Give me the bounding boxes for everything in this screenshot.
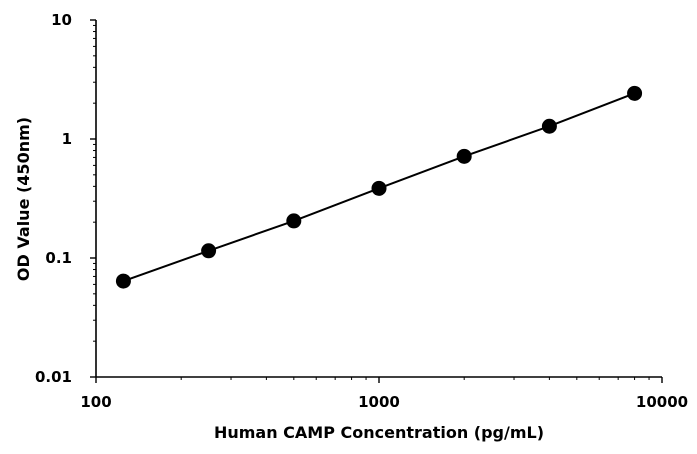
- y-tick-label: 10: [51, 11, 72, 29]
- x-axis-title: Human CAMP Concentration (pg/mL): [214, 423, 544, 442]
- data-point: [627, 85, 643, 101]
- ticks: 0.01 0.1 1 10 100 1000 10000: [35, 11, 688, 411]
- data-point: [456, 148, 472, 164]
- y-tick-label: 1: [62, 130, 72, 148]
- y-tick-label: 0.1: [45, 249, 72, 267]
- data-point: [286, 213, 302, 229]
- data-point: [541, 118, 557, 134]
- axes: [95, 20, 662, 378]
- data-points: [115, 85, 643, 289]
- y-axis-title: OD Value (450nm): [14, 117, 33, 281]
- data-point: [115, 273, 131, 289]
- x-tick-label: 1000: [358, 393, 400, 411]
- x-tick-label: 10000: [636, 393, 688, 411]
- data-point: [371, 180, 387, 196]
- y-tick-label: 0.01: [35, 368, 72, 386]
- x-tick-label: 100: [80, 393, 111, 411]
- data-point: [201, 243, 217, 259]
